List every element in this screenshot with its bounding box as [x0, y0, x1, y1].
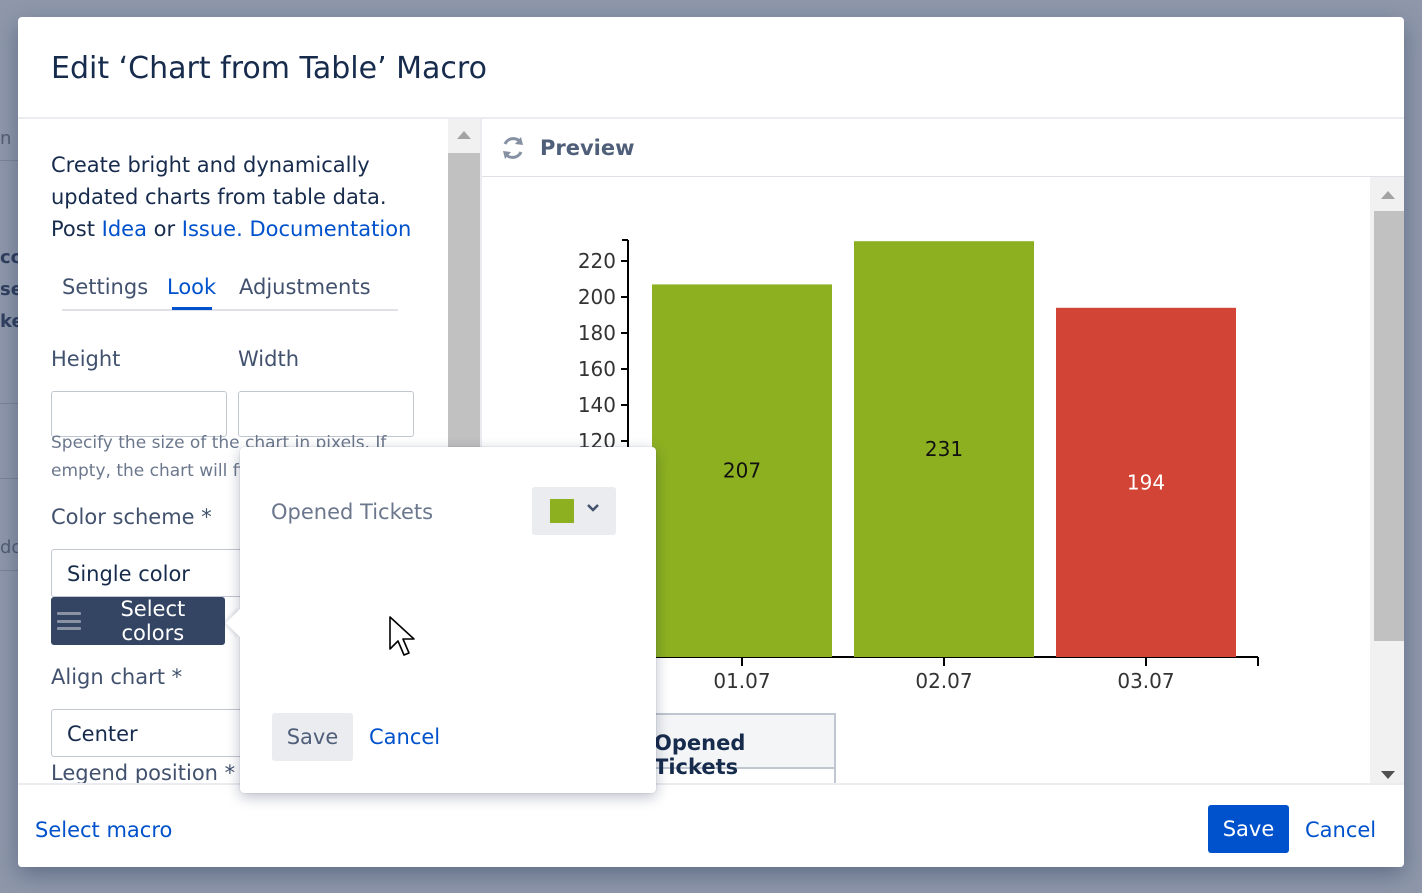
align-chart-label: Align chart * [51, 665, 183, 689]
mouse-cursor-icon [389, 616, 415, 656]
background-divider [0, 160, 18, 161]
series-label: Opened Tickets [271, 500, 434, 524]
popover-save-button[interactable]: Save [272, 713, 353, 761]
background-fragment: se [0, 279, 23, 300]
issue-link[interactable]: Issue. [181, 217, 243, 241]
x-tick-label: 01.07 [713, 669, 770, 693]
select-colors-popover: Opened Tickets Save Cancel [225, 447, 656, 793]
save-button[interactable]: Save [1208, 805, 1289, 853]
y-tick-label: 180 [578, 321, 616, 345]
y-tick-label: 140 [578, 393, 616, 417]
dialog-header: Edit ‘Chart from Table’ Macro [18, 17, 1404, 119]
color-scheme-label: Color scheme * [51, 505, 212, 529]
x-tick-label: 02.07 [915, 669, 972, 693]
popover-cancel-button[interactable]: Cancel [369, 725, 441, 749]
intro-text: Create bright and dynamically updated ch… [51, 149, 431, 245]
scrollbar-thumb[interactable] [1374, 211, 1404, 641]
preview-panel: Preview 120 140 160 180 200 220 207 01.07 231 02.… [480, 119, 1404, 783]
select-colors-button[interactable]: Select colors [51, 597, 225, 645]
width-input[interactable] [238, 391, 414, 437]
bar-chart: 12014016018020022020701.0723102.0719403.… [578, 239, 1259, 693]
tab-look[interactable]: Look [167, 275, 217, 299]
table-header: Opened Tickets [654, 715, 834, 779]
settings-panel: Create bright and dynamically updated ch… [18, 119, 446, 783]
background-divider [0, 478, 18, 479]
select-colors-label: Select colors [120, 597, 186, 645]
preview-scrollbar[interactable] [1370, 177, 1404, 783]
background-fragment: do [0, 537, 23, 558]
y-tick-label: 160 [578, 357, 616, 381]
bar [854, 241, 1034, 657]
bar [1056, 307, 1236, 657]
height-input[interactable] [51, 391, 227, 437]
bar [652, 284, 832, 657]
cancel-button[interactable]: Cancel [1305, 818, 1377, 842]
intro-or: or [146, 217, 182, 241]
documentation-link[interactable]: Documentation [249, 217, 412, 241]
scroll-up-arrow-icon[interactable] [1381, 191, 1395, 199]
bar-value-label: 194 [1127, 470, 1165, 494]
bar-value-label: 231 [925, 437, 963, 461]
background-fragment: ke [0, 311, 24, 332]
refresh-icon[interactable] [500, 135, 526, 161]
preview-title: Preview [540, 136, 635, 160]
dialog-footer: Select macro Save Cancel [18, 783, 1404, 867]
idea-link[interactable]: Idea [101, 217, 147, 241]
legend-position-label: Legend position * [51, 761, 236, 783]
active-tab-indicator [172, 307, 212, 310]
color-picker-dropdown[interactable] [532, 487, 616, 535]
background-fragment: n [0, 128, 12, 149]
scroll-up-arrow-icon[interactable] [457, 131, 471, 139]
preview-header: Preview [482, 119, 1404, 177]
width-label: Width [238, 347, 300, 371]
background-divider [0, 570, 18, 571]
x-tick-label: 03.07 [1117, 669, 1174, 693]
chevron-down-icon [587, 504, 599, 512]
height-label: Height [51, 347, 121, 371]
macro-dialog: Edit ‘Chart from Table’ Macro Create bri… [18, 17, 1404, 867]
scroll-down-arrow-icon[interactable] [1381, 771, 1395, 779]
y-tick-label: 200 [578, 285, 616, 309]
menu-icon [57, 612, 81, 630]
bar-value-label: 207 [723, 459, 761, 483]
dialog-title: Edit ‘Chart from Table’ Macro [51, 51, 487, 86]
color-swatch [550, 499, 574, 523]
tab-settings[interactable]: Settings [62, 275, 149, 299]
scrollbar-thumb[interactable] [448, 153, 480, 483]
tab-bar: Settings Look Adjustments [62, 269, 398, 311]
data-table: Opened Tickets [652, 713, 836, 783]
background-divider [0, 403, 18, 404]
background-fragment: cc [0, 247, 22, 268]
select-macro-link[interactable]: Select macro [35, 818, 173, 842]
intro-description: Create bright and dynamically updated ch… [51, 153, 387, 241]
tab-adjustments[interactable]: Adjustments [239, 275, 371, 299]
y-tick-label: 220 [578, 249, 616, 273]
table-header-label: Opened Tickets [654, 731, 746, 779]
